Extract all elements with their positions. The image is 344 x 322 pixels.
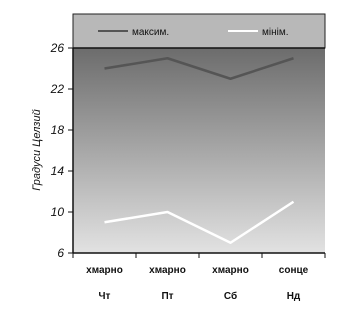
x-category-label: хмарно — [149, 265, 186, 276]
x-day-label: Пт — [161, 291, 173, 302]
legend-label-min: мінім. — [262, 27, 289, 38]
y-tick-label: 14 — [51, 164, 65, 178]
legend-label-max: максим. — [132, 27, 169, 38]
y-tick-label: 22 — [50, 82, 65, 96]
x-category-label: хмарно — [86, 265, 123, 276]
y-axis-ticks: 6 10 14 18 22 26 — [50, 41, 73, 260]
x-axis-ticks: хмарно Чт хмарно Пт хмарно Сб сонце Нд — [73, 253, 325, 302]
x-category-label: сонце — [279, 265, 309, 276]
y-tick-label: 26 — [50, 41, 65, 55]
y-tick-label: 6 — [57, 246, 64, 260]
x-day-label: Нд — [287, 291, 301, 302]
x-day-label: Сб — [224, 290, 237, 302]
x-day-label: Чт — [99, 291, 111, 302]
y-tick-label: 10 — [51, 205, 65, 219]
x-category-label: хмарно — [212, 265, 249, 276]
y-axis-label: Градуси Целзий — [31, 109, 43, 190]
y-tick-label: 18 — [51, 123, 65, 137]
